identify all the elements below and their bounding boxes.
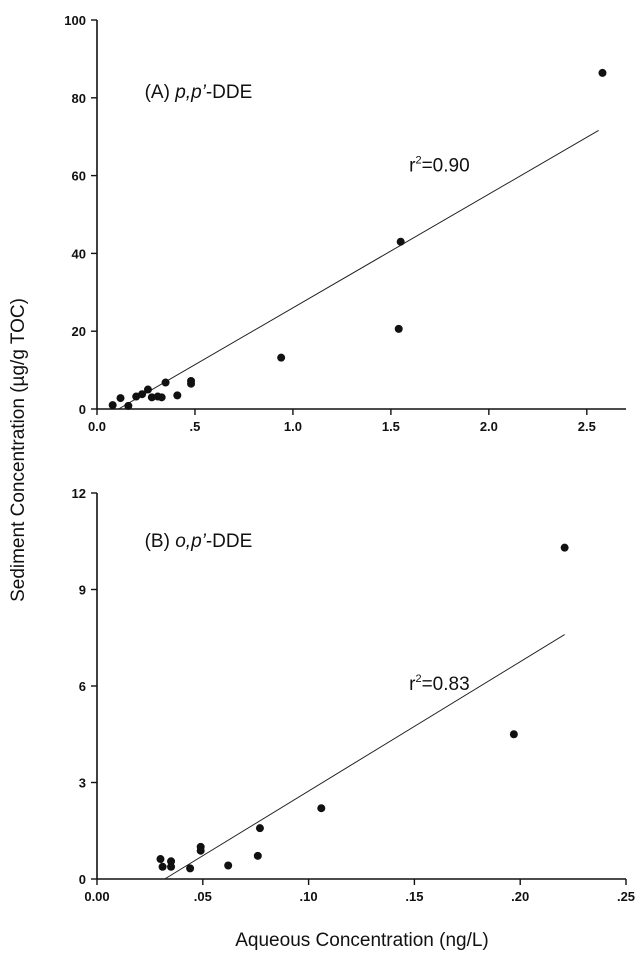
data-point-a [108, 401, 117, 410]
x-tick-label-b: .25 [617, 889, 635, 904]
data-point-a [277, 353, 286, 362]
panel-a: 0.0 .5 1.0 1.5 2.0 2.5 0 20 40 60 80 100 (A) p,p’-DD… [64, 13, 626, 434]
x-tick-label-a: 1.5 [382, 419, 400, 434]
data-point-a [173, 391, 182, 400]
y-tick-label-b: 12 [72, 486, 86, 501]
regression-line-b [164, 634, 565, 880]
x-tick-label-b: 0.00 [84, 889, 109, 904]
panel-b: 0.00 .05 .10 .15 .20 .25 0 3 6 9 12 (B) o,p’-DDE r2=… [72, 486, 636, 904]
y-tick-label-a: 40 [72, 246, 86, 261]
y-tick-label-a: 60 [72, 169, 86, 184]
r-squared-label-a: r2=0.90 [409, 155, 470, 177]
panel-label-suffix: -DDE [206, 531, 252, 552]
data-point-b [158, 862, 167, 871]
panel-label-prefix: (A) [145, 82, 176, 103]
x-tick-label-a: 0.0 [88, 419, 106, 434]
panel-label-a: (A) p,p’-DDE [145, 82, 253, 103]
data-point-b [317, 804, 326, 813]
data-point-a [598, 68, 607, 77]
panel-label-compound: o,p’ [175, 531, 206, 552]
data-point-b [560, 543, 569, 552]
data-point-a [116, 394, 125, 403]
data-point-a [161, 378, 170, 387]
data-point-a [147, 393, 156, 402]
x-tick-label-b: .05 [194, 889, 212, 904]
data-point-b [253, 851, 262, 860]
panel-label-prefix: (B) [145, 531, 176, 552]
data-point-b [255, 824, 264, 833]
data-point-b [509, 730, 518, 739]
y-tick-label-a: 80 [72, 91, 86, 106]
x-tick-label-a: 1.0 [284, 419, 302, 434]
data-point-b [167, 857, 176, 866]
y-tick-label-a: 20 [72, 324, 86, 339]
x-tick-label-b: .10 [300, 889, 318, 904]
x-tick-label-b: .20 [511, 889, 529, 904]
data-point-b [167, 862, 176, 871]
r-squared-value: 0.90 [433, 156, 470, 177]
data-point-a [394, 324, 403, 333]
x-tick-label-b: .15 [405, 889, 423, 904]
panel-label-compound: p,p’ [174, 82, 206, 103]
data-point-a [187, 379, 196, 388]
data-point-a [396, 237, 405, 246]
data-point-a [138, 390, 147, 399]
y-axis-title: Sediment Concentration (µg/g TOC) [8, 298, 29, 602]
data-point-b [224, 861, 233, 870]
panel-label-suffix: -DDE [206, 82, 252, 103]
x-tick-label-a: 2.5 [578, 419, 596, 434]
regression-line-a [118, 130, 599, 410]
data-point-b [196, 846, 205, 855]
data-point-b [156, 855, 165, 864]
x-axis-title: Aqueous Concentration (ng/L) [235, 930, 489, 951]
data-point-b [186, 864, 195, 873]
y-tick-label-b: 0 [79, 872, 86, 887]
r-squared-label-b: r2=0.83 [409, 673, 470, 695]
x-tick-label-a: .5 [190, 419, 201, 434]
y-tick-label-b: 6 [79, 679, 86, 694]
panel-label-b: (B) o,p’-DDE [145, 531, 253, 552]
y-tick-label-b: 3 [79, 776, 86, 791]
r-squared-value: 0.83 [433, 674, 470, 695]
y-tick-label-a: 0 [79, 402, 86, 417]
y-tick-label-b: 9 [79, 583, 86, 598]
data-point-a [124, 401, 133, 410]
data-point-a [143, 385, 152, 394]
x-tick-label-a: 2.0 [480, 419, 498, 434]
data-point-a [157, 393, 166, 402]
y-tick-label-a: 100 [64, 13, 86, 28]
